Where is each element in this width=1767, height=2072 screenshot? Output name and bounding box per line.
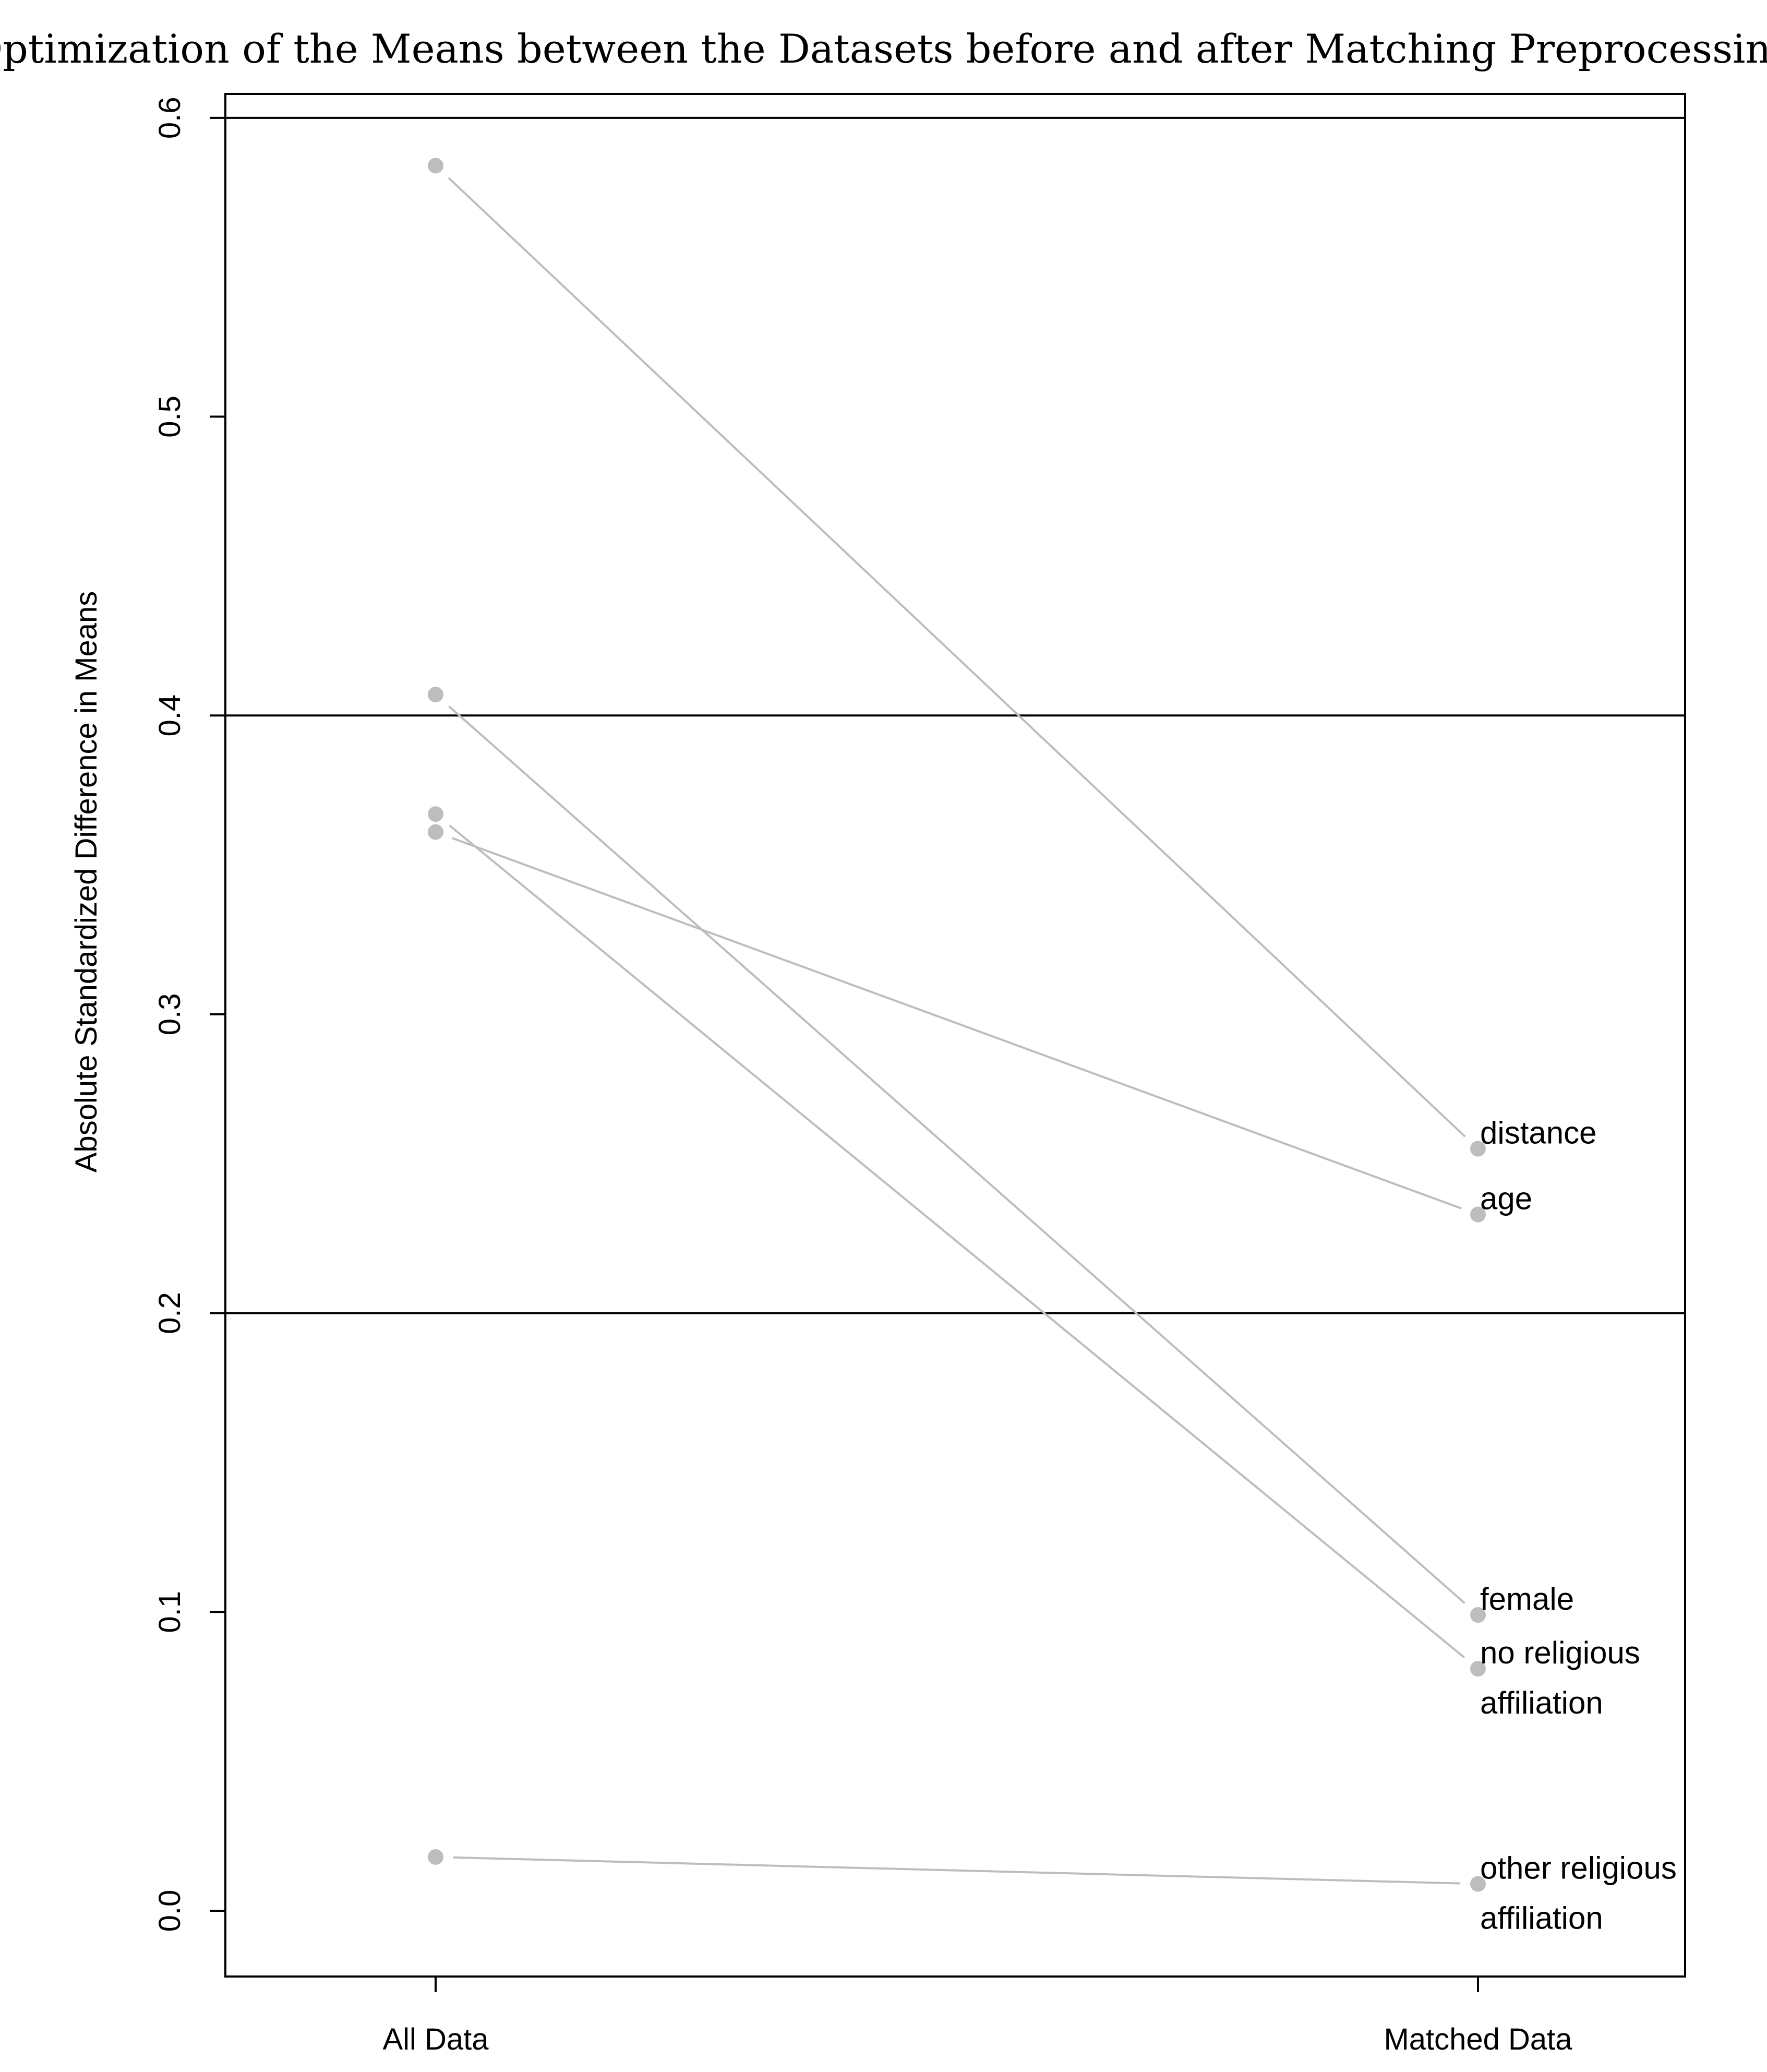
series-label: affiliation — [1480, 1685, 1603, 1720]
series-label: no religious — [1480, 1635, 1640, 1670]
x-axis: All Data Matched Data — [382, 1977, 1572, 2056]
data-point — [428, 1849, 443, 1865]
y-tick-label: 0.1 — [153, 1591, 187, 1633]
series-line — [452, 837, 1462, 1209]
series-label: age — [1480, 1181, 1532, 1216]
y-tick-label: 0.2 — [153, 1292, 187, 1334]
y-tick-label: 0.0 — [153, 1890, 187, 1932]
series-label: other religious — [1480, 1850, 1677, 1885]
series-line — [448, 177, 1466, 1137]
series-label: female — [1480, 1582, 1574, 1616]
series-distance: distance — [428, 158, 1596, 1157]
y-axis-title: Absolute Standardized Difference in Mean… — [69, 591, 103, 1173]
y-tick-label: 0.3 — [153, 993, 187, 1036]
series-line — [448, 705, 1465, 1604]
data-point — [1470, 1876, 1486, 1892]
chart-title: Optimization of the Means between the Da… — [0, 26, 1767, 72]
data-point — [428, 824, 443, 840]
data-point — [1470, 1607, 1486, 1623]
y-axis: 0.0 0.1 0.2 0.3 0.4 0.5 0.6 — [153, 97, 225, 1932]
x-tick-label: Matched Data — [1384, 2022, 1572, 2056]
series-other-religious-affiliation: other religious affiliation — [428, 1849, 1677, 1935]
y-tick-label: 0.4 — [153, 694, 187, 737]
data-point — [1470, 1661, 1486, 1677]
reference-lines — [225, 116, 1685, 1314]
x-tick-label: All Data — [382, 2022, 489, 2056]
series-age: age — [428, 824, 1532, 1223]
plot-frame — [224, 93, 1686, 1978]
data-point — [428, 687, 443, 703]
data-point — [428, 158, 443, 174]
y-tick-label: 0.5 — [153, 396, 187, 438]
series-line — [449, 824, 1465, 1659]
series-label: distance — [1480, 1116, 1596, 1151]
data-point — [1470, 1206, 1486, 1223]
series-group: distance age female no religious affiliation… — [428, 158, 1677, 1935]
series-no-religious-affiliation: no religious affiliation — [428, 806, 1640, 1720]
data-point — [1470, 1141, 1486, 1157]
series-line — [453, 1856, 1461, 1885]
series-label: affiliation — [1480, 1900, 1603, 1935]
series-female: female — [428, 687, 1574, 1623]
data-point — [428, 806, 443, 822]
y-tick-label: 0.6 — [153, 97, 187, 139]
